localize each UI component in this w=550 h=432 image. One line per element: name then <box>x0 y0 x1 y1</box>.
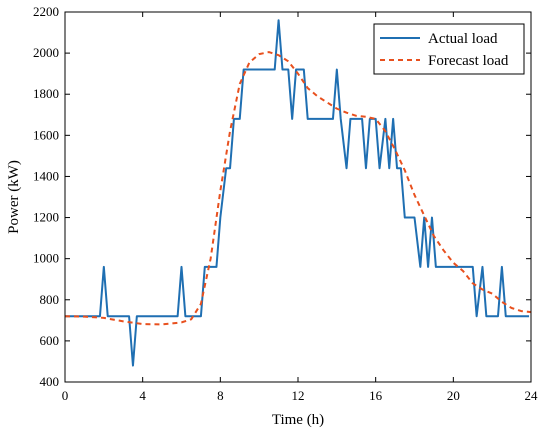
plot-lines <box>64 19 532 367</box>
y-tick-label: 1800 <box>33 86 59 101</box>
legend-label-actual: Actual load <box>428 31 498 47</box>
y-tick-label: 1600 <box>33 127 59 142</box>
y-tick-label: 800 <box>40 292 60 307</box>
x-tick-label: 24 <box>525 388 539 403</box>
axis-ticks: 0 4 8 12 16 20 24 400 600 800 1000 1200 1400 1600 1800… <box>33 4 538 403</box>
x-tick-label: 12 <box>292 388 305 403</box>
legend: Actual load Forecast load <box>373 23 525 75</box>
x-tick-label: 8 <box>217 388 224 403</box>
y-tick-label: 2000 <box>33 45 59 60</box>
legend-box <box>373 23 525 75</box>
x-tick-label: 4 <box>139 388 146 403</box>
series-forecast-load-line <box>64 51 532 326</box>
y-axis-label: Power (kW) <box>6 160 22 234</box>
x-tick-label: 20 <box>447 388 460 403</box>
plot-frame <box>64 11 532 383</box>
x-tick-label: 16 <box>369 388 383 403</box>
y-tick-label: 1400 <box>33 168 59 183</box>
y-tick-label: 600 <box>40 333 60 348</box>
axis-labels: Time (h) Power (kW) <box>6 160 324 428</box>
series-actual-load-line <box>65 19 530 367</box>
legend-label-forecast: Forecast load <box>428 53 509 69</box>
y-tick-label: 2200 <box>33 4 59 19</box>
x-axis-label: Time (h) <box>272 412 324 428</box>
y-tick-label: 1000 <box>33 251 59 266</box>
y-tick-label: 1200 <box>33 210 59 225</box>
y-tick-label: 400 <box>40 374 60 389</box>
x-tick-label: 0 <box>62 388 69 403</box>
